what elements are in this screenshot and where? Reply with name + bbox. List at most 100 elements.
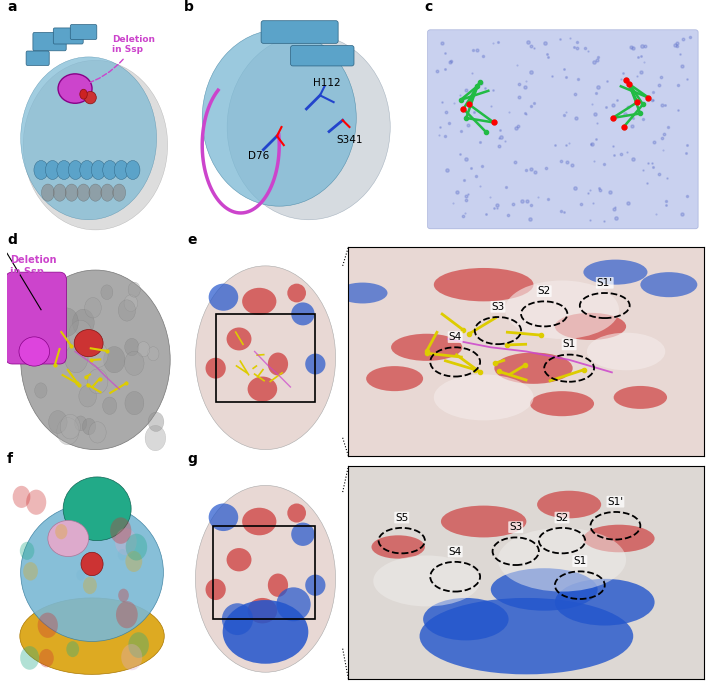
Ellipse shape <box>195 266 336 450</box>
Circle shape <box>83 577 97 594</box>
Circle shape <box>77 184 90 201</box>
Circle shape <box>85 297 101 318</box>
Circle shape <box>103 347 125 373</box>
Circle shape <box>65 345 88 373</box>
Ellipse shape <box>209 284 238 310</box>
Ellipse shape <box>614 386 667 409</box>
Ellipse shape <box>287 284 306 302</box>
Circle shape <box>118 589 129 602</box>
Circle shape <box>89 184 102 201</box>
Circle shape <box>79 386 96 407</box>
Bar <box>212 525 315 619</box>
Circle shape <box>49 411 67 434</box>
Circle shape <box>121 644 142 670</box>
Circle shape <box>20 541 35 560</box>
Ellipse shape <box>505 280 619 339</box>
Text: Deletion
in Ssp: Deletion in Ssp <box>83 35 156 86</box>
Ellipse shape <box>583 260 648 285</box>
Text: S3: S3 <box>509 522 523 532</box>
Ellipse shape <box>21 503 164 642</box>
Circle shape <box>148 412 164 432</box>
Ellipse shape <box>74 330 103 356</box>
Ellipse shape <box>21 270 170 450</box>
FancyBboxPatch shape <box>261 21 338 43</box>
Text: b: b <box>184 0 194 14</box>
Ellipse shape <box>227 548 251 571</box>
Circle shape <box>88 422 106 443</box>
Circle shape <box>115 528 137 555</box>
Ellipse shape <box>420 598 633 674</box>
Circle shape <box>110 517 132 544</box>
Text: a: a <box>7 0 16 14</box>
Ellipse shape <box>242 507 276 535</box>
Ellipse shape <box>291 302 314 325</box>
Ellipse shape <box>373 555 480 606</box>
Circle shape <box>118 300 136 321</box>
Text: H112: H112 <box>313 79 341 88</box>
Circle shape <box>42 276 65 304</box>
Ellipse shape <box>537 491 601 519</box>
Ellipse shape <box>222 603 253 635</box>
Circle shape <box>67 641 79 657</box>
Text: Deletion
in Ssp: Deletion in Ssp <box>11 255 57 277</box>
Circle shape <box>55 524 67 539</box>
Circle shape <box>57 418 79 445</box>
Circle shape <box>124 295 137 312</box>
Circle shape <box>53 184 67 201</box>
Ellipse shape <box>202 30 356 206</box>
Circle shape <box>39 649 54 667</box>
Circle shape <box>145 425 166 451</box>
Text: S4: S4 <box>449 546 462 557</box>
Circle shape <box>82 418 96 435</box>
Ellipse shape <box>555 579 655 626</box>
Circle shape <box>69 320 92 349</box>
Ellipse shape <box>268 353 288 376</box>
Circle shape <box>114 161 128 180</box>
Circle shape <box>128 632 149 658</box>
Circle shape <box>23 562 38 580</box>
Ellipse shape <box>63 477 131 541</box>
Ellipse shape <box>227 328 251 351</box>
Ellipse shape <box>287 503 306 523</box>
Text: S1: S1 <box>563 340 576 349</box>
Ellipse shape <box>441 505 527 537</box>
Ellipse shape <box>23 61 168 230</box>
Ellipse shape <box>58 74 92 103</box>
Text: S341: S341 <box>336 135 362 145</box>
Ellipse shape <box>20 598 164 674</box>
Ellipse shape <box>491 568 598 610</box>
Ellipse shape <box>268 574 288 597</box>
Ellipse shape <box>248 377 277 402</box>
Circle shape <box>72 309 94 336</box>
Ellipse shape <box>205 579 226 600</box>
Circle shape <box>88 369 108 394</box>
Text: e: e <box>188 233 197 247</box>
Text: S2: S2 <box>537 286 551 296</box>
Circle shape <box>41 184 55 201</box>
Circle shape <box>125 391 144 415</box>
Ellipse shape <box>81 553 103 576</box>
Circle shape <box>45 161 59 180</box>
Circle shape <box>113 184 126 201</box>
Text: S5: S5 <box>395 512 409 523</box>
Text: S2: S2 <box>555 512 569 523</box>
Text: S1': S1' <box>597 278 613 288</box>
Circle shape <box>125 534 147 560</box>
Ellipse shape <box>338 283 387 303</box>
FancyBboxPatch shape <box>70 24 97 40</box>
Ellipse shape <box>305 354 326 374</box>
Ellipse shape <box>434 374 534 420</box>
Ellipse shape <box>305 575 326 596</box>
Circle shape <box>65 184 78 201</box>
FancyBboxPatch shape <box>290 46 354 66</box>
Text: g: g <box>188 452 198 466</box>
FancyBboxPatch shape <box>53 28 84 44</box>
Circle shape <box>125 551 142 572</box>
Text: c: c <box>425 0 433 14</box>
Ellipse shape <box>276 587 311 622</box>
Bar <box>216 314 315 402</box>
Circle shape <box>91 161 105 180</box>
Ellipse shape <box>205 358 226 379</box>
Circle shape <box>103 161 117 180</box>
Ellipse shape <box>587 333 666 370</box>
